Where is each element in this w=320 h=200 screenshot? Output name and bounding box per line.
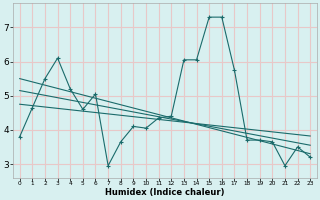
- X-axis label: Humidex (Indice chaleur): Humidex (Indice chaleur): [105, 188, 225, 197]
